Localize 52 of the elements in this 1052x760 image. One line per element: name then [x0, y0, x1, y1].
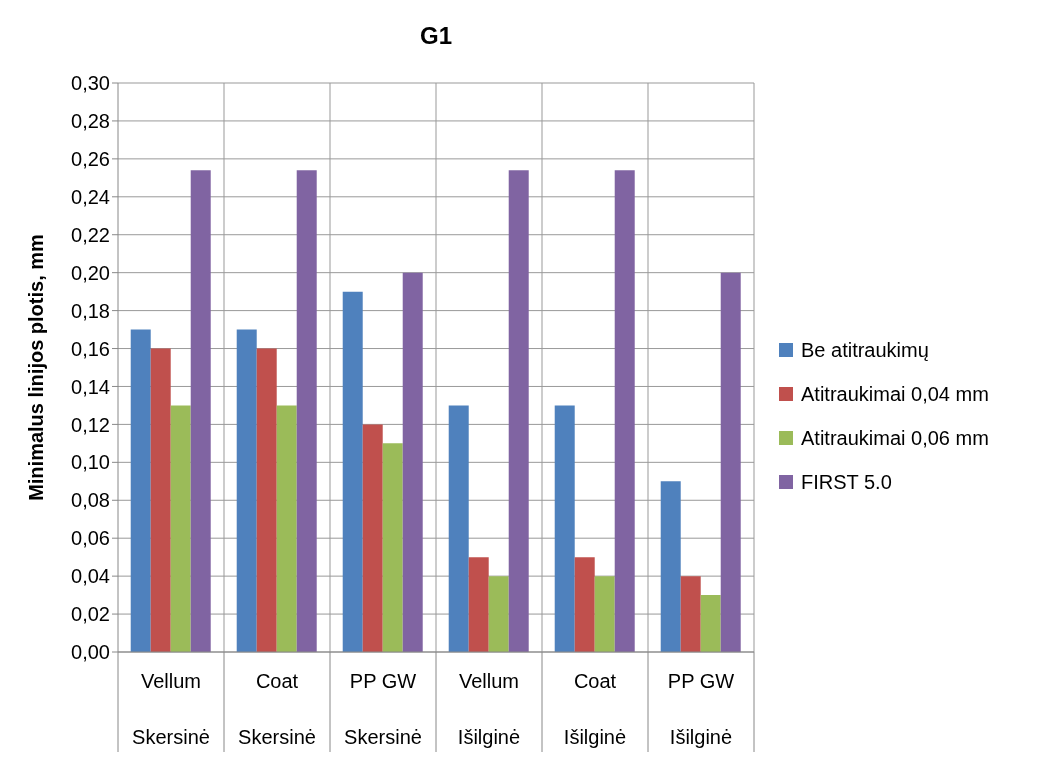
bar [256, 348, 277, 652]
category-label: Coat Išilginė [563, 670, 627, 748]
y-tick-label: 0,04 [71, 565, 110, 588]
y-tick-label: 0,24 [71, 185, 110, 208]
y-tick-label: 0,14 [71, 375, 110, 398]
bar [130, 329, 151, 652]
y-tick-label: 0,18 [71, 299, 110, 322]
bar [508, 170, 529, 652]
bar [680, 576, 701, 652]
legend-label: Atitraukimai 0,06 mm [801, 426, 989, 451]
bar [594, 576, 615, 652]
bar [362, 424, 383, 652]
bar [276, 405, 297, 652]
y-tick-label: 0,12 [71, 413, 110, 436]
y-tick-label: 0,08 [71, 489, 110, 512]
bar [296, 170, 317, 652]
chart-title: G1 [419, 22, 453, 50]
y-tick-label: 0,30 [71, 72, 110, 95]
bar [150, 348, 171, 652]
bar [574, 557, 595, 652]
bar [554, 405, 575, 652]
bar [720, 272, 741, 652]
bar [614, 170, 635, 652]
y-tick-label: 0,28 [71, 110, 110, 133]
y-tick-label: 0,26 [71, 147, 110, 170]
y-tick-label: 0,10 [71, 451, 110, 474]
legend-label: FIRST 5.0 [801, 470, 892, 495]
bar [700, 595, 721, 652]
bar [448, 405, 469, 652]
category-label: Vellum Skersinė [132, 670, 210, 748]
y-tick-label: 0,06 [71, 527, 110, 550]
category-label: Vellum Išilginė [457, 670, 521, 748]
bar [382, 443, 403, 652]
bar [236, 329, 257, 652]
bar [190, 170, 211, 652]
bar [402, 272, 423, 652]
y-axis-title: Minimalus linijos plotis, mm [25, 234, 48, 501]
bar [342, 291, 363, 652]
y-tick-label: 0,00 [71, 641, 110, 664]
y-tick-label: 0,02 [71, 603, 110, 626]
y-tick-label: 0,22 [71, 223, 110, 246]
legend-label: Atitraukimai 0,04 mm [801, 382, 989, 407]
category-label: PP GW Skersinė [344, 670, 422, 748]
legend-label: Be atitraukimų [801, 338, 929, 363]
y-tick-label: 0,16 [71, 337, 110, 360]
bar [660, 481, 681, 652]
category-label: PP GW Išilginė [667, 670, 735, 748]
bar [488, 576, 509, 652]
y-tick-label: 0,20 [71, 261, 110, 284]
bar [170, 405, 191, 652]
bar [468, 557, 489, 652]
category-label: Coat Skersinė [238, 670, 316, 748]
